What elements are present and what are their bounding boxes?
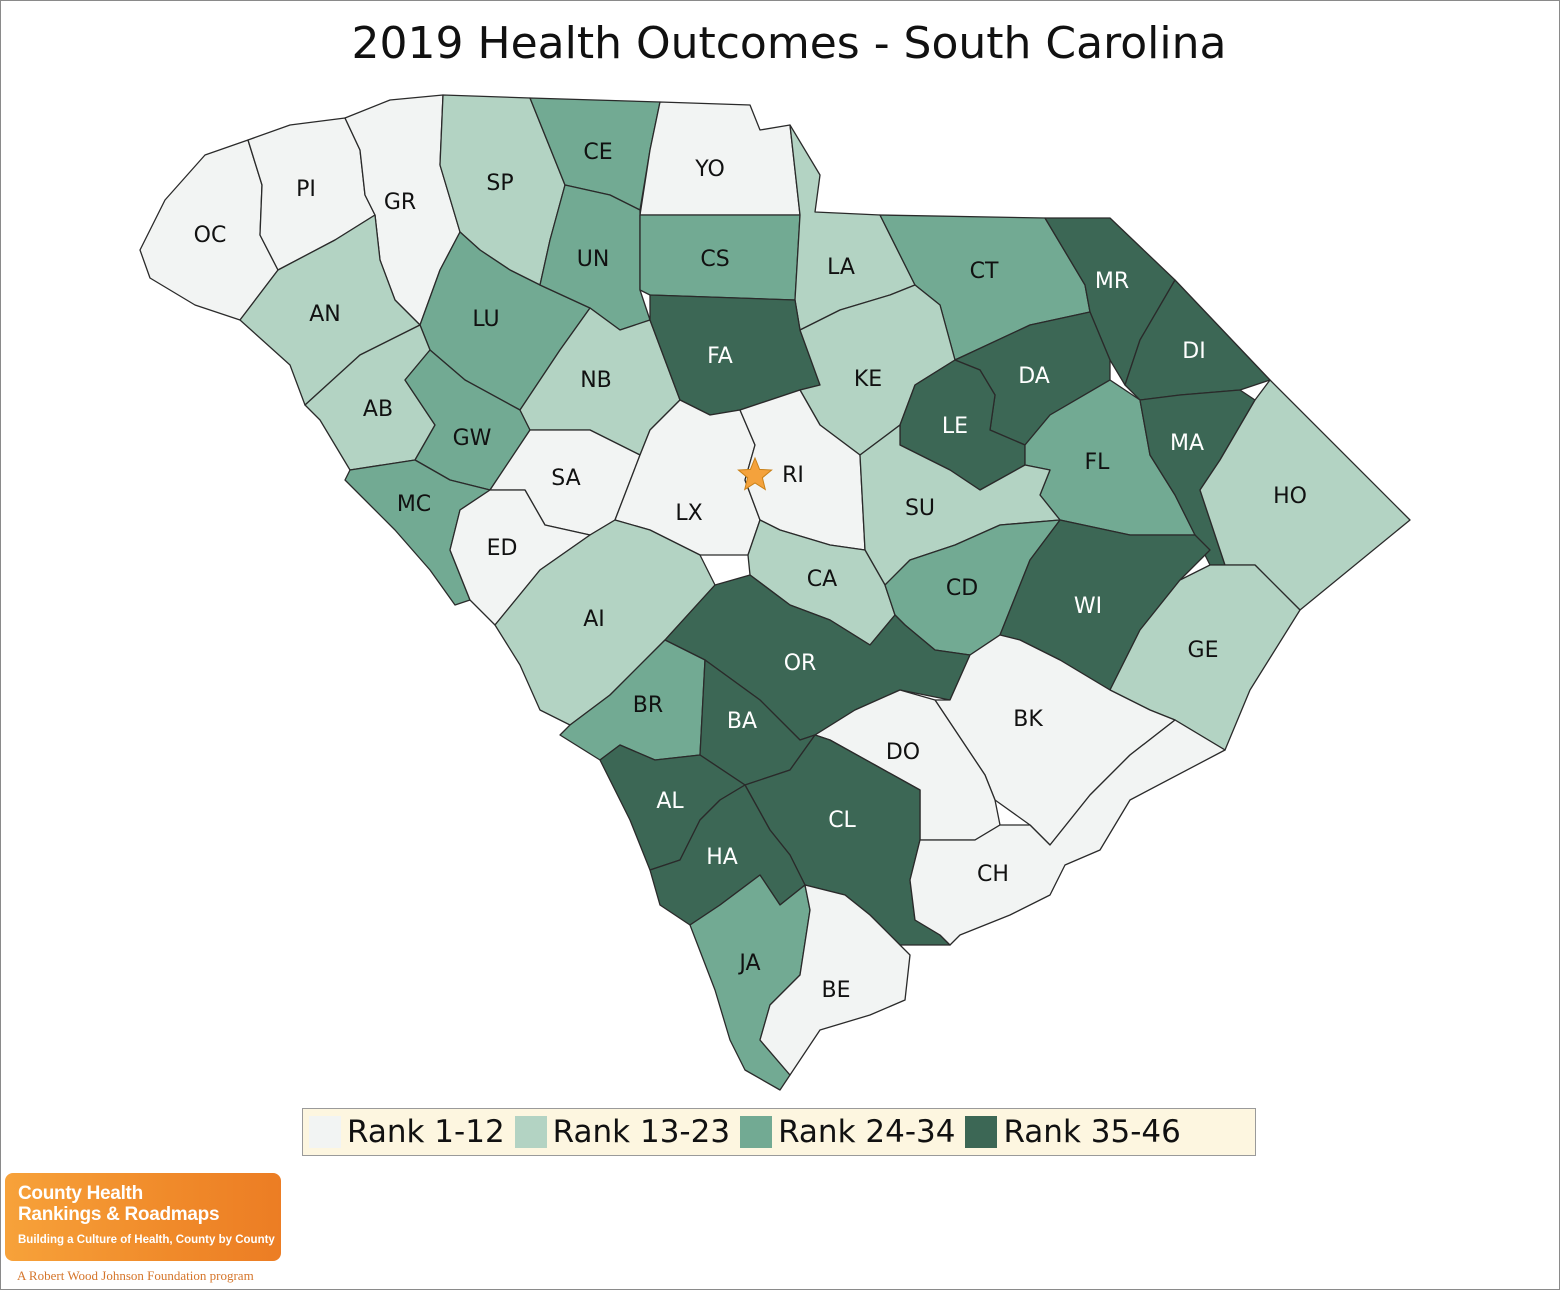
county-label-SU: SU [905,496,935,521]
county-label-BR: BR [633,693,663,718]
county-label-BK: BK [1013,707,1043,732]
county-label-CL: CL [828,808,856,833]
legend-swatch [309,1116,341,1148]
county-label-WI: WI [1074,594,1102,619]
county-label-OR: OR [784,651,817,676]
county-label-BA: BA [727,709,757,734]
county-label-LU: LU [472,307,499,332]
legend-label: Rank 13-23 [552,1114,731,1150]
county-label-ED: ED [487,536,518,561]
legend-label: Rank 1-12 [347,1114,505,1150]
county-label-GW: GW [453,426,492,451]
county-BK[interactable] [934,634,1176,846]
county-label-CT: CT [970,259,999,284]
county-label-SA: SA [551,466,580,491]
county-label-DO: DO [886,740,920,765]
county-label-MA: MA [1170,431,1204,456]
legend-swatch [740,1116,773,1148]
legend-item-rank-1-12: Rank 1-12 [309,1114,505,1150]
county-label-GE: GE [1188,638,1219,663]
legend-item-rank-13-23: Rank 13-23 [514,1114,731,1150]
legend-label: Rank 24-34 [778,1114,956,1150]
county-label-LX: LX [675,501,702,526]
county-label-CS: CS [700,247,729,272]
county-label-CE: CE [583,140,612,165]
county-label-SP: SP [486,171,513,196]
legend-swatch [965,1116,998,1148]
county-label-NB: NB [580,368,612,393]
chr-logo[interactable]: County Health Rankings & Roadmaps Buildi… [5,1173,281,1261]
county-label-RI: RI [782,463,804,488]
county-label-DA: DA [1018,364,1050,389]
county-label-AL: AL [656,789,684,814]
county-label-CH: CH [977,862,1009,887]
county-label-UN: UN [577,247,610,272]
logo-title-line2: Rankings & Roadmaps [18,1204,220,1225]
county-label-LA: LA [827,255,855,280]
county-label-AN: AN [309,302,341,327]
county-label-YO: YO [694,157,725,182]
logo-subtitle: A Robert Wood Johnson Foundation program [17,1268,254,1283]
legend-swatch [514,1116,547,1148]
county-label-FL: FL [1085,450,1111,475]
county-labels: OC PI GR SP CE YO AN LU UN CS LA CT MR AB GW NB FA KE DA DI… [194,140,1307,1003]
county-label-HA: HA [706,845,738,870]
county-label-AB: AB [363,397,393,422]
star-icon [737,456,773,491]
county-label-CD: CD [946,576,978,601]
county-label-FA: FA [707,344,733,369]
county-label-HO: HO [1273,484,1307,509]
county-label-JA: JA [737,951,760,976]
counties-layer [139,94,1411,1091]
county-label-KE: KE [854,367,882,392]
county-label-GR: GR [384,190,416,215]
legend-item-rank-24-34: Rank 24-34 [740,1114,955,1150]
county-label-CA: CA [807,567,837,592]
legend-item-rank-35-46: Rank 35-46 [965,1114,1181,1150]
county-label-MR: MR [1095,269,1129,294]
logo-title-line1: County Health [18,1183,143,1204]
county-BE[interactable] [759,884,911,1076]
legend-label: Rank 35-46 [1003,1114,1181,1150]
county-label-BE: BE [822,978,851,1003]
county-ED[interactable] [449,489,591,626]
county-label-OC: OC [194,223,227,248]
county-label-AI: AI [583,607,605,632]
county-CH[interactable] [909,719,1226,946]
county-label-LE: LE [942,414,968,439]
map-title: 2019 Health Outcomes - South Carolina [351,18,1227,69]
legend: Rank 1-12 Rank 13-23 Rank 24-34 Rank 35-… [302,1108,1256,1156]
county-label-MC: MC [397,492,431,517]
county-AN[interactable] [239,214,421,406]
county-label-PI: PI [296,177,316,202]
logo-tagline: Building a Culture of Health, County by … [18,1234,275,1246]
county-label-DI: DI [1182,339,1205,364]
